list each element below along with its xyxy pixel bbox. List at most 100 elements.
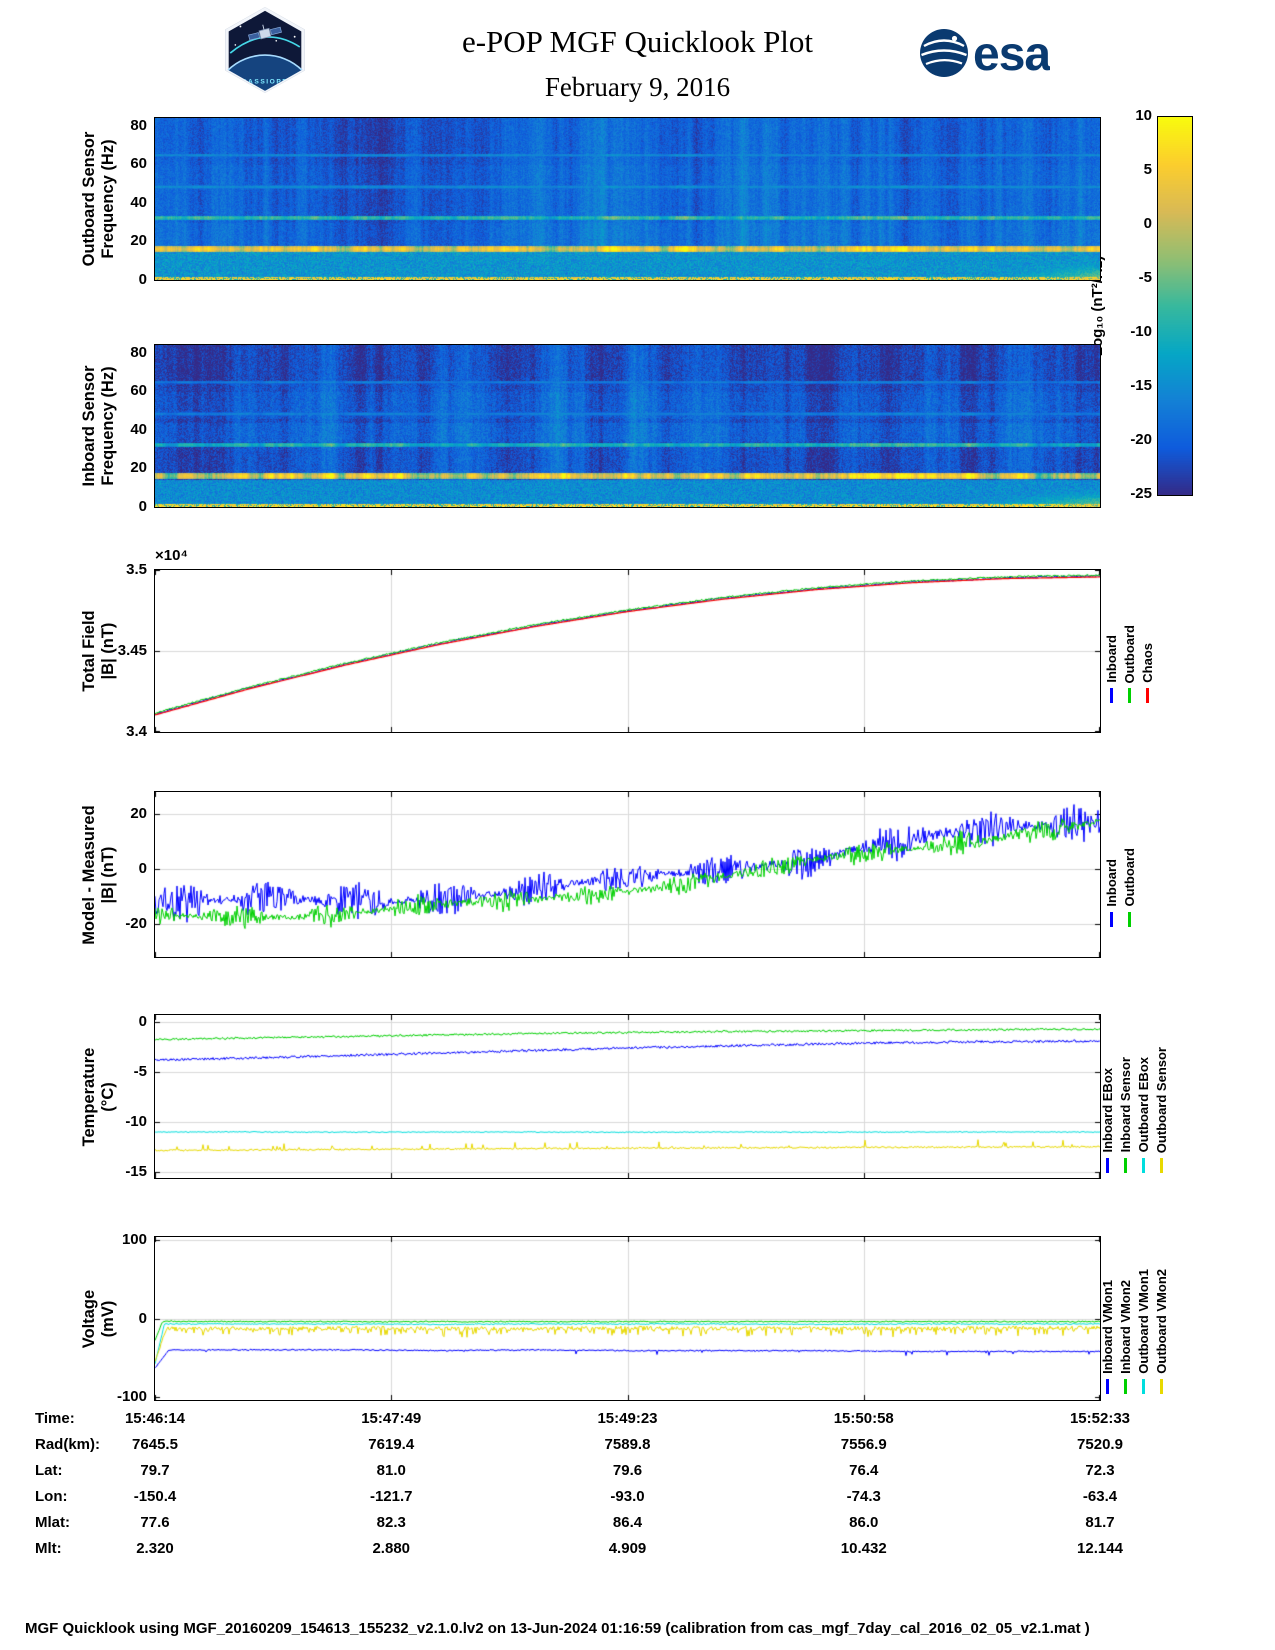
model-minus-measured-legend-entry: Outboard	[1122, 848, 1137, 927]
legend-line-sample	[1160, 1378, 1163, 1394]
outboard-spectrogram-ytick-label: 40	[130, 193, 147, 211]
legend-label: Outboard EBox	[1136, 1057, 1151, 1153]
total-field-legend-entry: Chaos	[1140, 643, 1155, 703]
star	[293, 35, 296, 38]
legend-label: Inboard EBox	[1100, 1068, 1115, 1153]
temperature-ytick-label: -5	[133, 1063, 147, 1080]
ephemeris-value: 7619.4	[368, 1436, 415, 1453]
colorbar-tick-label: -5	[1138, 269, 1152, 286]
model-minus-measured-legend: Inboard Outboard	[1104, 848, 1137, 927]
temperature-panel	[154, 1014, 1101, 1179]
figure-date: February 9, 2016	[544, 72, 731, 102]
outboard-spectrogram-ytick-label: 20	[130, 232, 147, 250]
total-field-legend-entry: Inboard	[1104, 635, 1119, 703]
colorbar-tick-label: 5	[1143, 161, 1152, 178]
satellite-icon	[248, 24, 282, 41]
legend-line-sample	[1128, 688, 1131, 703]
legend-line-sample	[1128, 911, 1131, 927]
esa-emblem-arc	[925, 59, 963, 66]
colorbar-tick-label: 10	[1135, 107, 1152, 124]
temperature-ytick-label: -10	[125, 1113, 147, 1130]
voltage-legend-entry: Outboard VMon2	[1154, 1269, 1169, 1394]
ephemeris-row-label: Time:	[35, 1410, 75, 1427]
total-field-ytick-label: 3.4	[126, 723, 147, 740]
colorbar-tick-label: -15	[1130, 377, 1152, 394]
ephemeris-value: 15:52:33	[1069, 1410, 1131, 1427]
temperature-legend-entry: Outboard Sensor	[1154, 1047, 1169, 1173]
temperature-ytick-label: -15	[125, 1163, 147, 1180]
legend-label: Outboard VMon2	[1154, 1269, 1169, 1374]
outboard-spectrogram-plot-area	[155, 118, 1100, 280]
temperature-ytick-label: 0	[138, 1013, 147, 1030]
legend-label: Outboard	[1122, 624, 1137, 684]
ephemeris-row-label: Mlt:	[35, 1540, 62, 1557]
voltage-ytick-label: 100	[121, 1231, 147, 1249]
ephemeris-value: 15:46:14	[124, 1410, 186, 1427]
ephemeris-value: 86.0	[849, 1514, 879, 1531]
ephemeris-value: 15:47:49	[361, 1410, 422, 1427]
outboard-spectrogram-ytick-label: 60	[130, 155, 147, 173]
total-field-panel	[154, 569, 1101, 733]
outboard-spectrogram-ytick-label: 0	[138, 271, 147, 288]
ephemeris-value: -93.0	[610, 1488, 645, 1505]
mission-name-text: CASSIOPE	[242, 79, 289, 86]
voltage-legend: Inboard VMon1 Inboard VMon2 Outboard VMon1…	[1100, 1269, 1169, 1394]
colorbar-tick-label: -25	[1130, 485, 1152, 502]
inboard-spectrogram-ytick-label: 60	[130, 382, 147, 400]
total-field-ytick-label: 3.5	[126, 561, 147, 578]
model-minus-measured-legend-entry: Inboard	[1104, 859, 1119, 927]
esa-emblem	[920, 29, 968, 77]
legend-line-sample	[1160, 1157, 1163, 1173]
inboard-spectrogram-panel	[154, 344, 1101, 508]
ephemeris-value: 12.144	[1077, 1540, 1123, 1557]
cassiope-mission-logo: CASSIOPE	[225, 7, 305, 93]
colorbar-tick-label: -10	[1130, 323, 1152, 340]
model-minus-measured-ytick-label: 0	[138, 860, 147, 877]
ephemeris-value: 7589.8	[604, 1436, 651, 1453]
legend-line-sample	[1124, 1157, 1127, 1173]
total-field-legend: Inboard Outboard Chaos	[1104, 624, 1155, 703]
esa-emblem-arc	[923, 39, 965, 48]
model-minus-measured-plot-area	[155, 792, 1100, 957]
esa-emblem-arc	[921, 49, 967, 57]
ephemeris-value: 15:49:23	[597, 1410, 658, 1427]
temperature-legend-entry: Inboard Sensor	[1118, 1057, 1133, 1173]
legend-line-sample	[1106, 1157, 1109, 1173]
inboard-spectrogram-ytick-label: 40	[130, 420, 147, 438]
ephemeris-value: 2.880	[372, 1540, 411, 1557]
legend-label: Outboard Sensor	[1154, 1046, 1169, 1153]
voltage-legend-entry: Outboard VMon1	[1136, 1269, 1151, 1394]
ephemeris-value: 79.6	[612, 1462, 643, 1479]
legend-label: Inboard VMon1	[1100, 1279, 1115, 1374]
temperature-legend: Inboard EBox Inboard Sensor Outboard EBox O…	[1100, 1047, 1169, 1173]
voltage-panel	[154, 1236, 1101, 1401]
total-field-legend-entry: Outboard	[1122, 624, 1137, 703]
ephemeris-row-label: Lon:	[35, 1488, 68, 1505]
star	[275, 39, 278, 42]
model-minus-measured-panel	[154, 791, 1101, 958]
legend-line-sample	[1124, 1378, 1127, 1394]
inboard-spectrogram-ytick-label: 20	[130, 459, 147, 477]
ephemeris-value: 4.909	[608, 1540, 647, 1557]
ephemeris-value: 86.4	[612, 1514, 643, 1531]
footer-caption: MGF Quicklook using MGF_20160209_154613_…	[25, 1620, 1090, 1637]
model-minus-measured-ytick-label: 20	[130, 805, 147, 822]
star	[239, 25, 242, 28]
ephemeris-value: -74.3	[846, 1488, 881, 1505]
ephemeris-value: 79.7	[140, 1462, 170, 1479]
legend-line-sample	[1142, 1157, 1145, 1173]
voltage-ytick-label: 0	[138, 1309, 147, 1327]
esa-wordmark: esa	[973, 28, 1050, 81]
temperature-plot-area	[155, 1015, 1100, 1178]
colorbar-tick-label: -20	[1130, 431, 1152, 448]
total-field-plot-area	[155, 570, 1100, 732]
ephemeris-row-label: Rad(km):	[35, 1436, 101, 1453]
voltage-legend-entry: Inboard VMon2	[1118, 1280, 1133, 1394]
inboard-spectrogram-ytick-label: 0	[138, 498, 147, 515]
ephemeris-value: -63.4	[1082, 1488, 1118, 1505]
temperature-legend-entry: Outboard EBox	[1136, 1057, 1151, 1173]
ephemeris-value: 76.4	[849, 1462, 879, 1479]
total-field-ytick-label: 3.45	[117, 642, 147, 659]
figure-header: e-POP MGF Quicklook Plot February 9, 201…	[0, 24, 1275, 103]
